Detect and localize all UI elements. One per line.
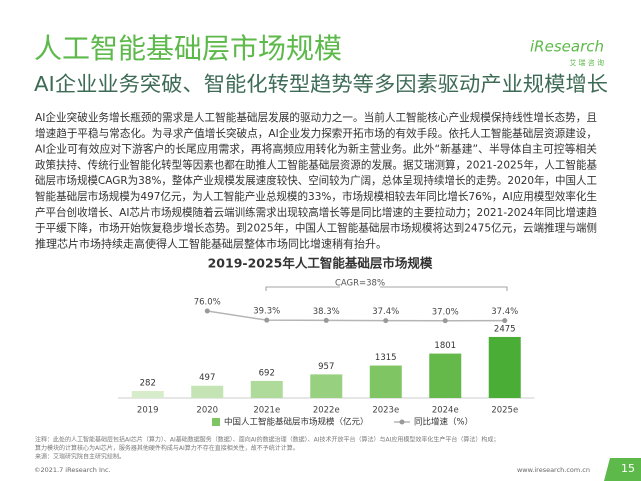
growth-label: 37.4% <box>491 307 518 317</box>
body-line: 推理芯片市场持续走高使得人工智能基础层整体市场同比增速稍有抬升。 <box>35 236 387 250</box>
copyright: ©2021.7 iResearch Inc. <box>34 466 111 474</box>
body-line: 政策扶持、传统行业智能化转型等因素也都在助推人工智能基础层资源的发展。据艾瑞测算… <box>35 157 597 171</box>
x-tick-label: 2025e <box>491 406 518 416</box>
growth-dot <box>383 318 389 324</box>
footnote: 算力模块的计算核心为AI芯片，服务器其他硬件构成与AI算力不存在直接相关性，故不… <box>35 444 299 452</box>
bar <box>131 391 164 398</box>
growth-label: 37.4% <box>372 307 399 317</box>
body-line: 础层市场规模CAGR为38%，整体产业规模发展速度较快、空间较为广阔，总体呈现持… <box>35 173 597 187</box>
legend-label: 中国人工智能基础层市场规模（亿元） <box>224 417 369 428</box>
bar-label: 957 <box>318 362 334 372</box>
bar-label: 1315 <box>375 353 397 363</box>
bar <box>310 374 343 398</box>
growth-dot <box>264 317 270 323</box>
subtitle: AI企业业务突破、智能化转型趋势等多因素驱动产业规模增长 <box>34 72 608 96</box>
logo: iResearch <box>530 38 604 56</box>
legend-dot <box>399 419 405 425</box>
annotation: CAGR=38% <box>335 279 385 289</box>
footnote: 注释：此处的人工智能基础层包括AI芯片（算力）、AI基础数据服务（数据）、面向A… <box>35 436 499 444</box>
legend-label: 同比增速（%） <box>414 417 473 428</box>
bar <box>191 385 224 398</box>
body-line: 于平缓下降，市场开始恢复稳步增长态势。到2025年，中国人工智能基础层市场规模将… <box>35 221 597 235</box>
bar <box>488 336 521 398</box>
x-tick-label: 2024e <box>432 406 459 416</box>
chart-title: 2019-2025年人工智能基础层市场规模 <box>208 256 433 271</box>
page-badge <box>604 458 641 481</box>
x-tick-label: 2020 <box>196 406 218 416</box>
page-number: 15 <box>621 462 635 475</box>
growth-line <box>207 310 505 322</box>
cagr-bracket <box>265 286 508 291</box>
bar <box>369 365 402 398</box>
bar-label: 282 <box>140 379 156 389</box>
growth-label: 37.0% <box>432 307 459 317</box>
bar-label: 1801 <box>434 341 456 351</box>
growth-dot <box>442 318 448 324</box>
growth-label: 76.0% <box>194 298 221 308</box>
growth-label: 38.3% <box>313 307 340 317</box>
bar-label: 692 <box>259 368 275 378</box>
x-tick-label: 2019 <box>137 406 159 416</box>
growth-label: 39.3% <box>253 307 280 317</box>
bar <box>250 380 283 398</box>
body-line: AI企业突破业务增长瓶颈的需求是人工智能基础层发展的驱动力之一。当前人工智能核心… <box>35 110 597 124</box>
legend-swatch <box>212 418 220 426</box>
url: www.iresearch.com.cn <box>517 466 590 474</box>
x-tick-label: 2021e <box>253 406 280 416</box>
body-line: AI企业可有效应对下游客户的长尾应用需求，再将高频应用转化为新主营业务。此外“新… <box>35 142 597 156</box>
growth-dot <box>323 317 329 323</box>
title: 人工智能基础层市场规模 <box>34 32 342 65</box>
bar-label: 497 <box>199 373 215 383</box>
bar-label: 2475 <box>494 324 516 334</box>
growth-dot <box>502 318 508 324</box>
body-line: 智能基础层市场规模为497亿元，为人工智能产业总规模的33%，市场规模相较去年同… <box>35 189 597 203</box>
bar <box>429 353 462 398</box>
x-tick-label: 2022e <box>313 406 340 416</box>
footnote: 来源：艾瑞研究院自主研究绘制。 <box>35 453 125 461</box>
logo-sub: 艾 瑞 咨 询 <box>569 58 604 67</box>
x-tick-label: 2023e <box>372 406 399 416</box>
body-line: 增速趋于平稳与常态化。为寻求产值增长突破点，AI企业发力探索开拓市场的有效手段。… <box>35 126 597 140</box>
body-line: 产平台创收增长、AI芯片市场规模随着云端训练需求出现较高增长等是同比增速的主要拉… <box>35 205 597 219</box>
growth-dot <box>204 308 210 314</box>
